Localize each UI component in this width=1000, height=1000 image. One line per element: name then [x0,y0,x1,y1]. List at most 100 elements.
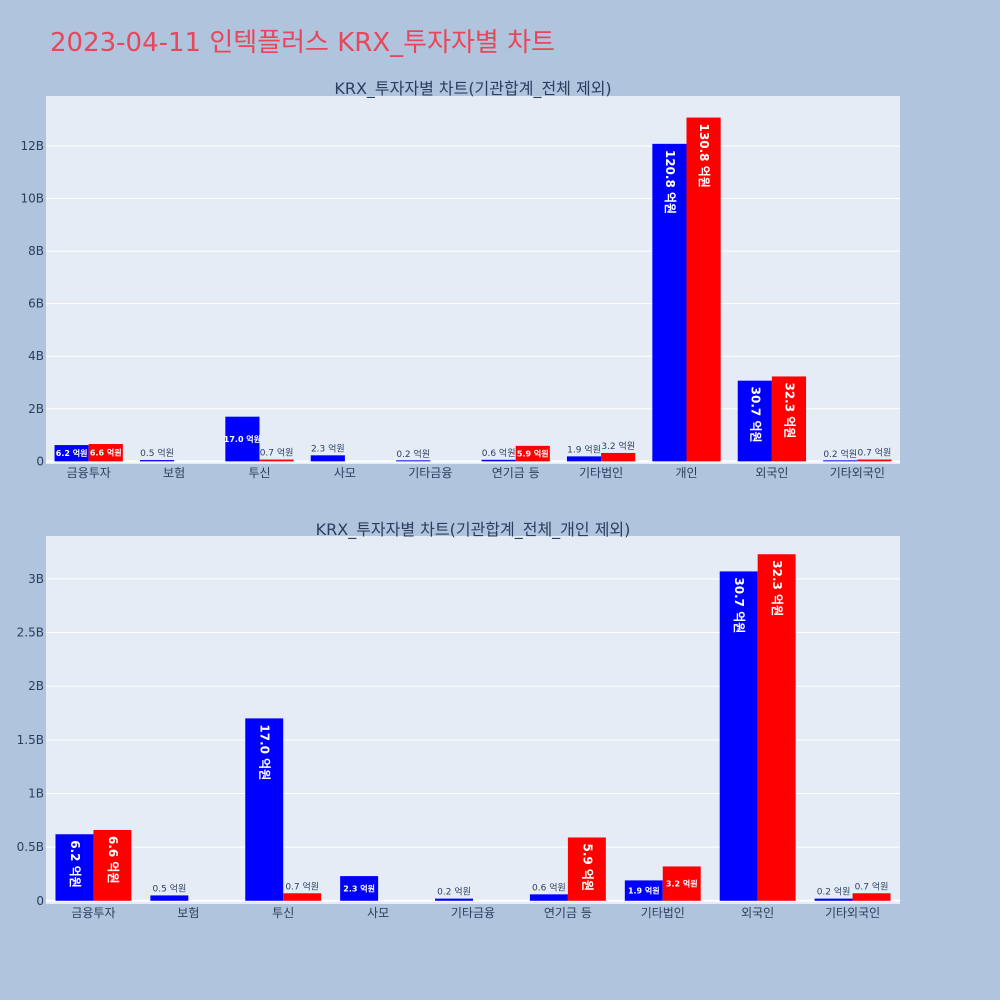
bar [310,455,345,462]
data-label: 0.6 억원 [532,881,566,893]
x-tick-label: 기타법인 [641,906,685,920]
data-label: 6.2 억원 [68,840,82,888]
y-tick-label: 2B [28,679,44,693]
bar [139,460,175,462]
x-tick-label: 연기금 등 [492,466,540,480]
data-label: 5.9 억원 [580,843,594,891]
bar [624,880,663,901]
x-tick-label: 기타외국인 [825,906,880,920]
data-label: 0.7 억원 [285,880,319,892]
bar [757,554,796,901]
data-label: 1.9 억원 [628,886,660,896]
x-tick-label: 개인 [675,466,697,480]
data-label: 0.7 억원 [858,447,892,459]
data-label: 0.5 억원 [152,882,186,894]
bar [93,829,132,901]
bar [283,893,322,901]
x-tick-label: 금융투자 [71,906,115,920]
y-tick-label: 6B [28,297,44,311]
chart-title: KRX_투자자별 차트(기관합계_전체 제외) [334,79,611,99]
y-tick-label: 10B [20,192,44,206]
bar [737,380,772,462]
bar [814,898,853,901]
data-label: 2.3 억원 [343,883,375,893]
data-label: 30.7 억원 [732,577,746,633]
y-tick-label: 0.5B [17,840,44,854]
x-tick-label: 외국인 [755,466,788,480]
bar [396,460,431,462]
bar [225,416,260,462]
bar [652,143,687,462]
bar [150,895,189,901]
bar [481,459,516,462]
x-tick-label: 기타법인 [579,466,623,480]
x-tick-label: 보험 [163,466,185,480]
data-label: 0.2 억원 [823,448,857,460]
bar [245,718,284,901]
chart-1: KRX_투자자별 차트(기관합계_전체 제외) 0 2B 4B 6B 8B 10B 12B 금융… [20,79,900,480]
x-tick-label: 외국인 [741,906,774,920]
y-tick-label: 8B [28,244,44,258]
bar [55,834,94,901]
data-label: 2.3 억원 [311,442,345,454]
data-label: 30.7 억원 [748,387,762,443]
bar [662,866,701,901]
y-tick-label: 4B [28,349,44,363]
data-label: 0.6 억원 [482,447,516,459]
bar [601,452,636,462]
bar [566,456,602,462]
x-tick-label: 연기금 등 [544,906,592,920]
data-label: 0.7 억원 [260,447,294,459]
data-label: 3.2 억원 [601,440,635,452]
data-label: 0.2 억원 [396,448,430,460]
data-label: 1.9 억원 [567,443,601,455]
bar [857,459,892,462]
x-tick-label: 기타금융 [408,466,452,480]
data-label: 3.2 억원 [666,879,698,889]
data-label: 120.8 억원 [663,150,677,214]
data-label: 6.6 억원 [90,448,122,458]
data-label: 32.3 억원 [782,382,796,438]
data-label: 6.6 억원 [106,836,120,884]
bar [88,444,123,462]
y-tick-label: 3B [28,572,44,586]
y-tick-label: 1B [28,786,44,800]
bar [529,894,568,901]
y-tick-label: 2.5B [17,626,44,640]
x-tick-label: 기타외국인 [830,466,885,480]
data-label: 17.0 억원 [224,434,261,444]
y-tick-label: 12B [20,139,44,153]
y-tick-label: 0 [36,454,44,468]
data-label: 32.3 억원 [770,560,784,616]
bar [686,117,721,462]
x-tick-label: 사모 [367,906,389,920]
data-label: 0.7 억원 [855,880,889,892]
x-tick-label: 금융투자 [67,466,111,480]
y-tick-label: 2B [28,402,44,416]
bar [435,898,473,901]
x-tick-label: 투신 [248,466,270,480]
y-tick-label: 0 [36,894,44,908]
x-tick-label: 기타금융 [451,906,495,920]
data-label: 5.9 억원 [517,449,549,459]
bar [54,445,89,462]
bar [852,893,891,901]
page-title: 2023-04-11 인텍플러스 KRX_투자자별 차트 [50,28,555,58]
data-label: 130.8 억원 [697,124,711,188]
bar [259,459,294,462]
data-label: 0.2 억원 [437,886,471,898]
data-label: 0.2 억원 [817,886,851,898]
data-label: 0.5 억원 [140,447,174,459]
bar [515,445,550,462]
bar [340,876,379,901]
x-tick-label: 투신 [272,906,294,920]
bar [719,571,758,901]
data-label: 17.0 억원 [258,724,272,780]
data-label: 6.2 억원 [56,448,88,458]
chart-2: KRX_투자자별 차트(기관합계_전체_개인 제외) 0 0.5B 1B 1.5B 2B 2… [17,520,900,920]
y-tick-label: 1.5B [17,733,44,747]
x-tick-label: 사모 [334,466,356,480]
bar [771,376,807,462]
bar [567,837,606,901]
